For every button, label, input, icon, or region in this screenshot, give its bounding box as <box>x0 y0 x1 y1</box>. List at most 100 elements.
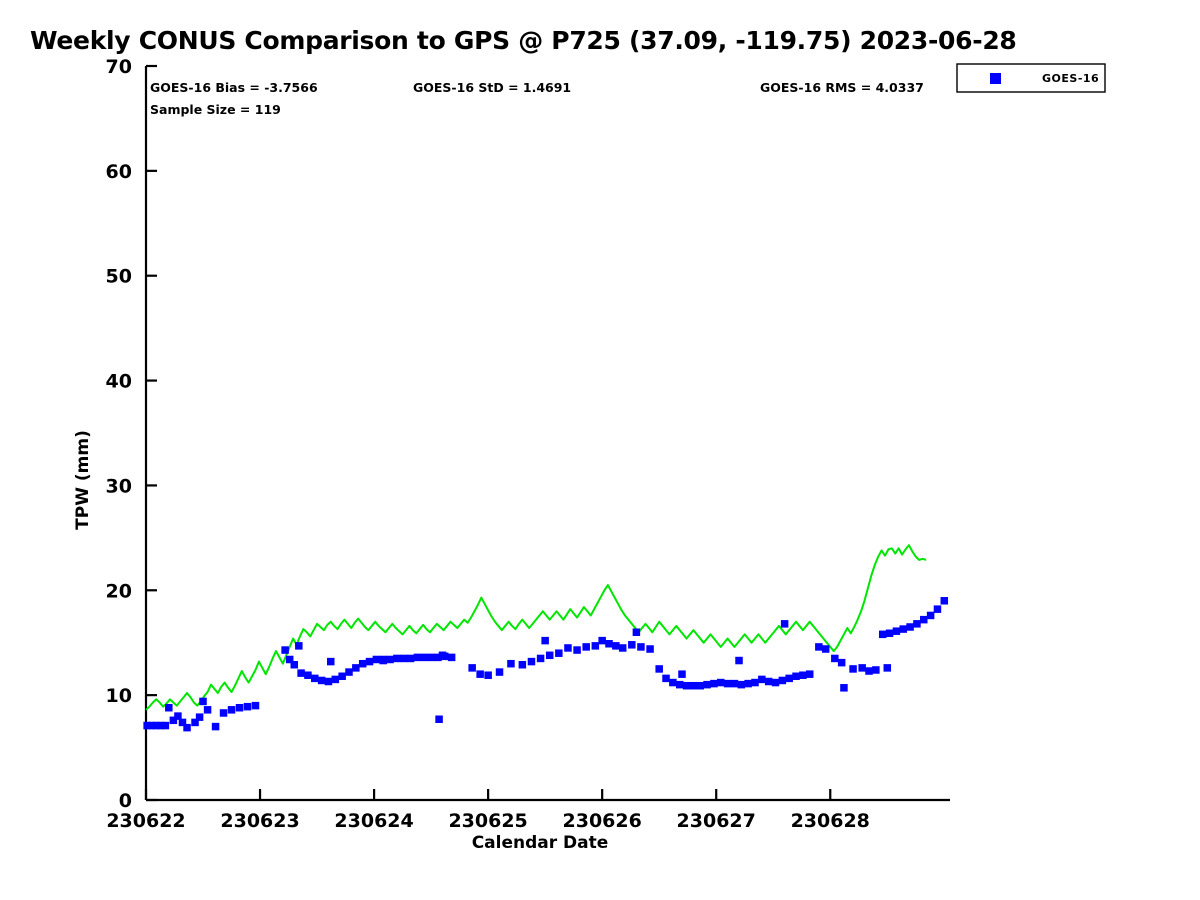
y-tick-label: 40 <box>106 371 132 393</box>
data-point <box>169 716 178 725</box>
data-point <box>311 674 319 683</box>
data-point <box>235 703 244 712</box>
data-point <box>438 651 447 660</box>
data-point <box>892 627 901 635</box>
data-point <box>612 642 620 650</box>
data-point <box>331 675 340 684</box>
data-point <box>199 697 207 706</box>
data-point <box>420 653 429 662</box>
data-point <box>518 660 527 669</box>
data-point <box>317 676 326 685</box>
page-title: Weekly CONUS Comparison to GPS @ P725 (3… <box>30 26 1017 55</box>
data-point <box>805 670 814 678</box>
data-point <box>386 655 394 664</box>
data-point <box>536 654 545 663</box>
data-point <box>338 672 346 681</box>
data-point <box>327 657 335 666</box>
data-point <box>771 678 780 687</box>
data-point <box>799 671 807 679</box>
data-point <box>564 644 572 652</box>
data-point <box>413 653 422 662</box>
data-point <box>379 655 387 664</box>
data-point <box>297 669 305 677</box>
data-point <box>345 668 353 676</box>
data-point <box>203 706 212 714</box>
data-point <box>717 678 725 687</box>
stat-sample-size: Sample Size = 119 <box>150 102 281 117</box>
data-point <box>406 654 415 663</box>
data-point <box>243 702 252 711</box>
series-points-goes16 <box>143 597 949 732</box>
data-point <box>324 677 333 686</box>
y-axis-title: TPW (mm) <box>73 430 93 530</box>
data-point <box>646 645 654 653</box>
data-point <box>785 674 793 683</box>
data-point <box>637 643 645 651</box>
data-point <box>161 721 170 730</box>
data-point <box>495 668 504 676</box>
data-point <box>152 721 161 730</box>
x-tick-label: 230627 <box>677 810 756 832</box>
data-point <box>251 701 260 710</box>
data-point <box>468 664 476 672</box>
data-point <box>178 718 187 727</box>
data-point <box>304 671 312 679</box>
data-point <box>285 655 294 664</box>
data-point <box>730 679 739 688</box>
data-point <box>183 723 191 732</box>
data-point <box>696 681 704 690</box>
data-point <box>703 680 711 689</box>
data-point <box>352 664 360 672</box>
data-point <box>655 665 663 673</box>
series-line-gps <box>145 544 927 711</box>
data-point <box>792 672 800 681</box>
data-point <box>555 649 563 657</box>
data-point <box>435 715 443 724</box>
stat-rms: GOES-16 RMS = 4.0337 <box>760 80 924 95</box>
data-point <box>737 680 746 689</box>
data-point <box>940 597 949 605</box>
data-point <box>211 722 220 731</box>
stat-bias: GOES-16 Bias = -3.7566 <box>150 80 318 95</box>
x-tick-label: 230628 <box>791 810 870 832</box>
data-point <box>143 721 151 730</box>
data-point <box>290 660 299 669</box>
data-point <box>598 636 606 645</box>
data-point <box>831 654 839 663</box>
x-axis-ticks: 230622 230623 230624 230625 230626 230627 2306… <box>106 789 870 832</box>
plot-axes <box>144 66 950 802</box>
data-point <box>837 658 846 667</box>
data-point <box>678 670 686 678</box>
y-tick-label: 30 <box>106 475 132 497</box>
data-point <box>913 620 921 628</box>
data-point <box>227 706 236 714</box>
data-point <box>281 646 289 654</box>
data-point <box>165 703 173 712</box>
data-point <box>744 679 752 688</box>
data-point <box>628 641 636 649</box>
x-axis-title: Calendar Date <box>472 833 609 853</box>
data-point <box>689 681 698 690</box>
data-point <box>545 651 554 660</box>
data-point <box>147 721 156 730</box>
y-tick-label: 20 <box>106 580 132 602</box>
data-point <box>933 605 942 613</box>
data-point <box>899 625 907 633</box>
data-point <box>393 654 401 663</box>
data-point <box>219 709 228 717</box>
data-point <box>920 615 928 624</box>
data-series-group <box>143 544 949 732</box>
chart-legend[interactable]: GOES-16 <box>956 63 1106 93</box>
y-tick-label: 50 <box>106 266 132 288</box>
data-point <box>710 679 718 688</box>
data-point <box>780 620 789 628</box>
data-point <box>872 666 880 674</box>
data-point <box>191 718 199 727</box>
data-point <box>484 671 492 679</box>
y-axis-ticks: 0 10 20 30 40 50 60 70 <box>106 56 157 812</box>
data-point <box>527 657 536 666</box>
data-point <box>541 636 549 645</box>
x-tick-label: 230625 <box>448 810 527 832</box>
data-point <box>840 684 848 692</box>
